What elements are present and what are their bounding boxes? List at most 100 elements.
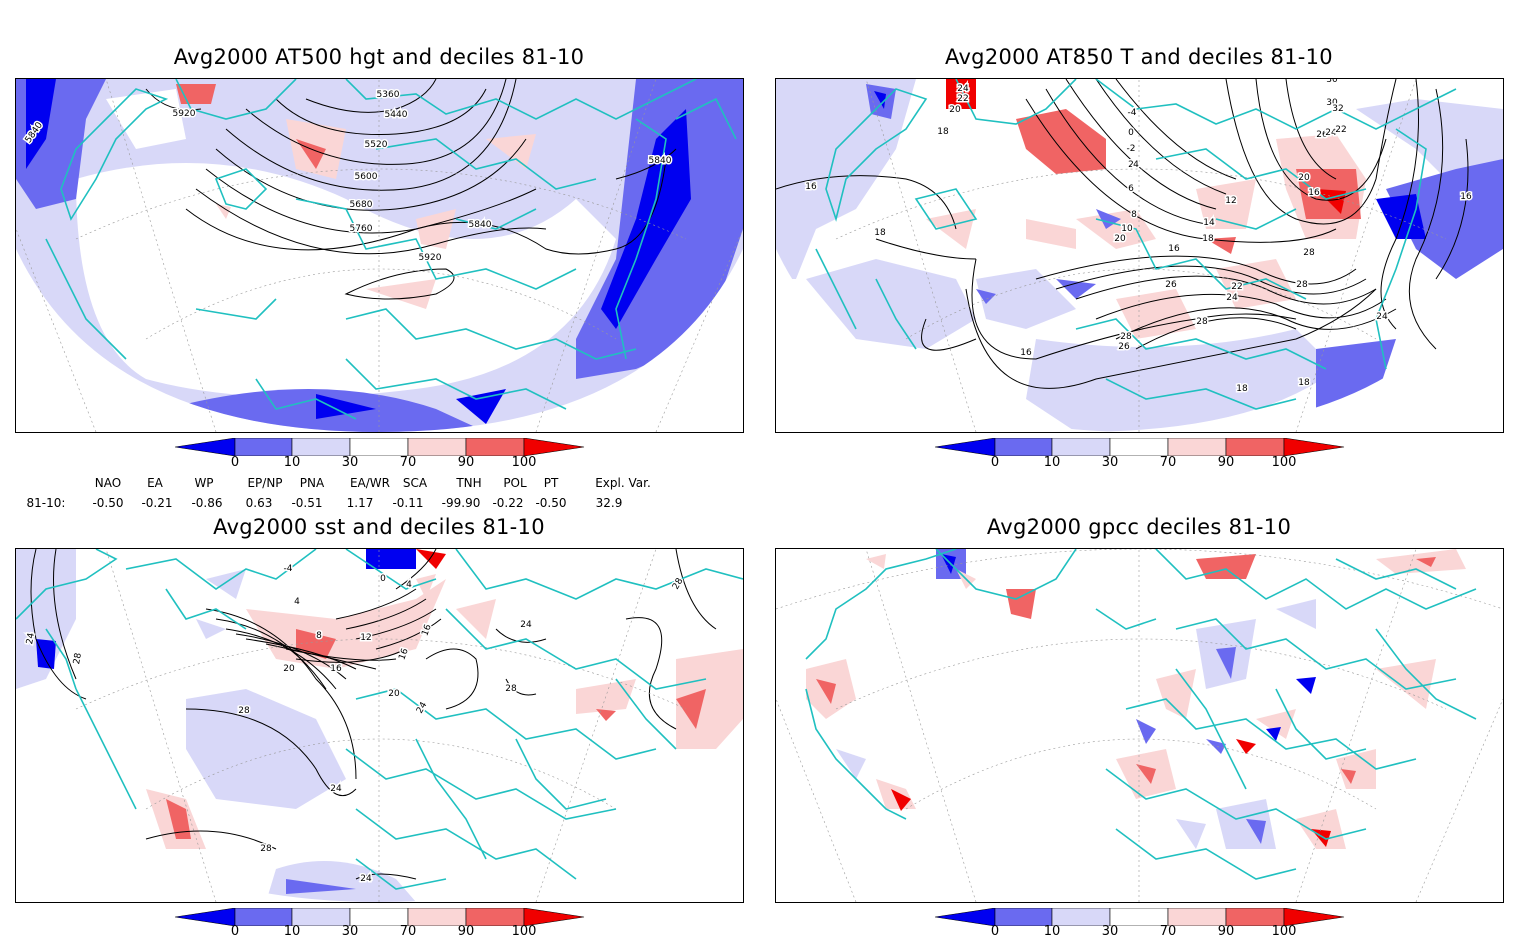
index-header: EA/WR	[349, 476, 391, 490]
index-value: -0.51	[291, 496, 323, 510]
contour-label: 24	[1226, 293, 1238, 303]
index-value: -0.50	[92, 496, 124, 510]
contour-label: 28	[72, 652, 84, 665]
contour-label: 5440	[385, 110, 408, 120]
index-header: TNH	[456, 476, 482, 490]
contour-label: 12	[360, 633, 371, 643]
contour-label: 8	[316, 631, 322, 641]
contour-label: 18	[1202, 234, 1214, 244]
contour-label: 4	[294, 597, 300, 607]
contour-label: 16	[1460, 192, 1472, 202]
map-panel-gpcc	[775, 548, 1504, 903]
contour-label: -2	[1127, 144, 1136, 154]
colorbar-tick-label: 70	[399, 924, 417, 939]
contour-label: 10	[1121, 224, 1133, 234]
index-header: POL	[503, 476, 527, 490]
contour-label: 28	[1196, 317, 1208, 327]
contour-label: 8	[1131, 210, 1137, 220]
map-panel-at500: 5360 5440 5520 5600 5680 5760 5840 5920 …	[15, 78, 744, 433]
index-value: 32.9	[595, 496, 623, 510]
contour-label: 2	[1128, 160, 1134, 170]
contour-label: 24	[957, 84, 969, 94]
contour-label: 16	[330, 664, 342, 674]
contour-label: 20	[388, 689, 400, 699]
index-value: -0.50	[535, 496, 567, 510]
contour-label: 20	[1114, 234, 1126, 244]
colorbar-tick-label: 90	[457, 924, 475, 939]
contour-label: 32	[1332, 104, 1343, 114]
contour-label: 30	[1326, 98, 1338, 108]
contour-label: 28	[238, 706, 250, 716]
colorbar-tick-label: 0	[230, 455, 240, 470]
index-header: PT	[543, 476, 559, 490]
teleconnection-index-table: NAO EA WP EP/NP PNA EA/WR SCA TNH POL PT…	[0, 476, 700, 516]
contour-label: 24	[1376, 312, 1388, 322]
contour-label: 28	[1296, 280, 1308, 290]
colorbar-tick-label: 90	[457, 455, 475, 470]
index-header: NAO	[94, 476, 122, 490]
contour-label: 20	[949, 105, 961, 115]
index-value: -0.86	[191, 496, 223, 510]
colorbar-tick-label: 100	[1271, 455, 1297, 470]
contour-label: 6	[1128, 184, 1134, 194]
index-value: 1.17	[346, 496, 374, 510]
contour-label: 18	[1236, 384, 1248, 394]
index-row-label: 81-10:	[26, 496, 66, 510]
contour-label: 18	[937, 127, 949, 137]
contour-label: 24	[360, 874, 372, 884]
colorbar-tick-label: 10	[1043, 455, 1061, 470]
index-value: -0.22	[492, 496, 524, 510]
contour-label: 16	[420, 623, 433, 637]
contour-label: 24	[1325, 128, 1337, 138]
index-header: EA	[147, 476, 163, 490]
colorbar-tick-label: 90	[1217, 924, 1235, 939]
colorbar-tick-label: 100	[511, 455, 537, 470]
contour-label: 24	[25, 632, 37, 645]
colorbar-tick-label: 30	[1101, 455, 1119, 470]
colorbar-tick-label: 10	[283, 455, 301, 470]
colorbar-at850: 0 10 30 70 90 100	[934, 437, 1345, 478]
contour-label: 20	[1298, 173, 1310, 183]
contour-label: 24	[330, 784, 342, 794]
map-panel-sst: 24 28 -4 0 4 4 8 12 16 20 16 16 20 24 24…	[15, 548, 744, 903]
contour-label: 16	[1168, 244, 1180, 254]
contour-label: 5840	[469, 220, 492, 230]
contour-label: 28	[1303, 248, 1315, 258]
colorbar-tick-label: 0	[990, 455, 1000, 470]
index-header: Expl. Var.	[595, 476, 651, 490]
index-header: WP	[194, 476, 214, 490]
contour-label: 16	[1308, 188, 1320, 198]
colorbar-gpcc: 0 10 30 70 90 100	[934, 907, 1345, 940]
contour-label: 5680	[350, 200, 373, 210]
contour-label: 5360	[377, 90, 400, 100]
contour-label: 28	[1120, 332, 1132, 342]
contour-label: 16	[805, 182, 817, 192]
contour-label: 5920	[419, 253, 442, 263]
contour-label: 4	[406, 580, 412, 590]
colorbar-tick-label: 0	[230, 924, 240, 939]
contour-label: 24	[520, 620, 532, 630]
contour-label: -4	[1128, 108, 1137, 118]
contour-label: 14	[1203, 218, 1215, 228]
index-header: SCA	[402, 476, 428, 490]
colorbar-sst: 0 10 30 70 90 100	[174, 907, 585, 940]
colorbar-at500: 0 10 30 70 90 100	[174, 437, 585, 478]
colorbar-tick-label: 100	[1271, 924, 1297, 939]
contour-label: 30	[1326, 79, 1338, 85]
contour-label: 0	[380, 574, 386, 584]
index-value: -0.21	[141, 496, 173, 510]
map-panel-at850: 24 22 20 18 16 18 -4 0 -2 2 4 6 8 10 12 …	[775, 78, 1504, 433]
colorbar-tick-label: 70	[1159, 455, 1177, 470]
contour-label: 5920	[173, 109, 196, 119]
contour-label: 22	[1335, 125, 1346, 135]
contour-label: 0	[1128, 128, 1134, 138]
index-header: EP/NP	[247, 476, 283, 490]
index-header: PNA	[299, 476, 325, 490]
contour-label: 22	[1231, 282, 1242, 292]
colorbar-tick-label: 10	[283, 924, 301, 939]
index-value: 0.63	[245, 496, 273, 510]
contour-label: 20	[283, 664, 295, 674]
colorbar-tick-label: 10	[1043, 924, 1061, 939]
contour-label: 12	[1225, 196, 1236, 206]
colorbar-tick-label: 0	[990, 924, 1000, 939]
